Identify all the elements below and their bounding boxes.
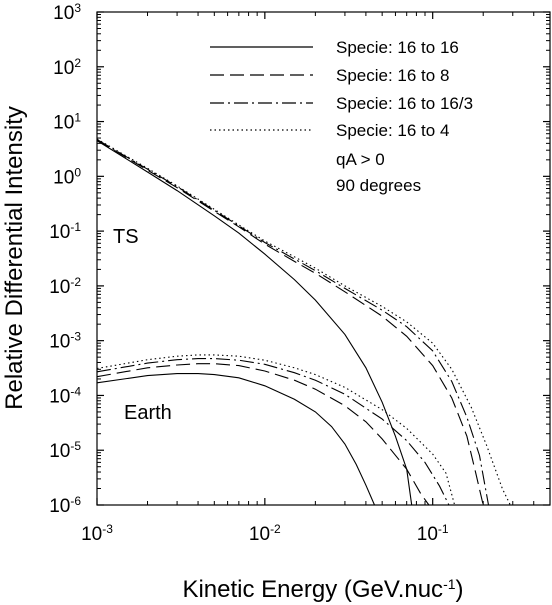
series-line-ts-dash	[96, 139, 484, 506]
series-line-earth-dot	[96, 354, 456, 506]
note-polarity: qA > 0	[336, 150, 385, 169]
y-tick-label: 102	[53, 56, 81, 79]
x-tick-label: 10-2	[249, 522, 281, 545]
y-tick-label: 100	[53, 165, 81, 188]
series-line-ts-solid	[96, 140, 413, 506]
y-axis-ticks: 10-6 10-5 10-4 10-3 10-2 10-1 100 101 102 103	[49, 1, 550, 517]
y-tick-label: 10-1	[49, 220, 81, 243]
series-line-earth-solid	[96, 373, 376, 506]
legend: Specie: 16 to 16 Specie: 16 to 8 Specie:…	[210, 38, 473, 140]
x-axis-title: Kinetic Energy (GeV.nuc-1)	[182, 576, 463, 603]
plot-curves	[96, 138, 511, 506]
y-axis-title: Relative Differential Intensity	[1, 106, 28, 410]
series-line-ts-dashdot	[96, 139, 490, 506]
x-axis-ticks: 10-3 10-2 10-1	[81, 12, 535, 545]
series-line-ts-dot	[96, 138, 511, 506]
legend-label-2: Specie: 16 to 8	[336, 66, 449, 85]
annotation-ts: TS	[113, 226, 139, 248]
y-tick-label: 10-6	[49, 494, 81, 517]
x-tick-label: 10-1	[417, 522, 449, 545]
series-line-earth-dash	[96, 363, 430, 506]
legend-label-3: Specie: 16 to 16/3	[336, 94, 473, 113]
y-tick-label: 10-3	[49, 330, 81, 353]
y-tick-label: 10-2	[49, 275, 81, 298]
plot-frame	[96, 11, 551, 506]
y-tick-label: 10-5	[49, 439, 81, 462]
series-line-earth-dashdot	[96, 358, 450, 506]
y-tick-label: 10-4	[49, 384, 81, 407]
annotation-earth: Earth	[124, 402, 172, 424]
legend-label-4: Specie: 16 to 4	[336, 121, 449, 140]
legend-label-1: Specie: 16 to 16	[336, 38, 459, 57]
x-tick-label: 10-3	[81, 522, 113, 545]
y-tick-label: 101	[53, 111, 81, 134]
note-angle: 90 degrees	[336, 176, 421, 195]
y-tick-label: 103	[53, 1, 81, 24]
